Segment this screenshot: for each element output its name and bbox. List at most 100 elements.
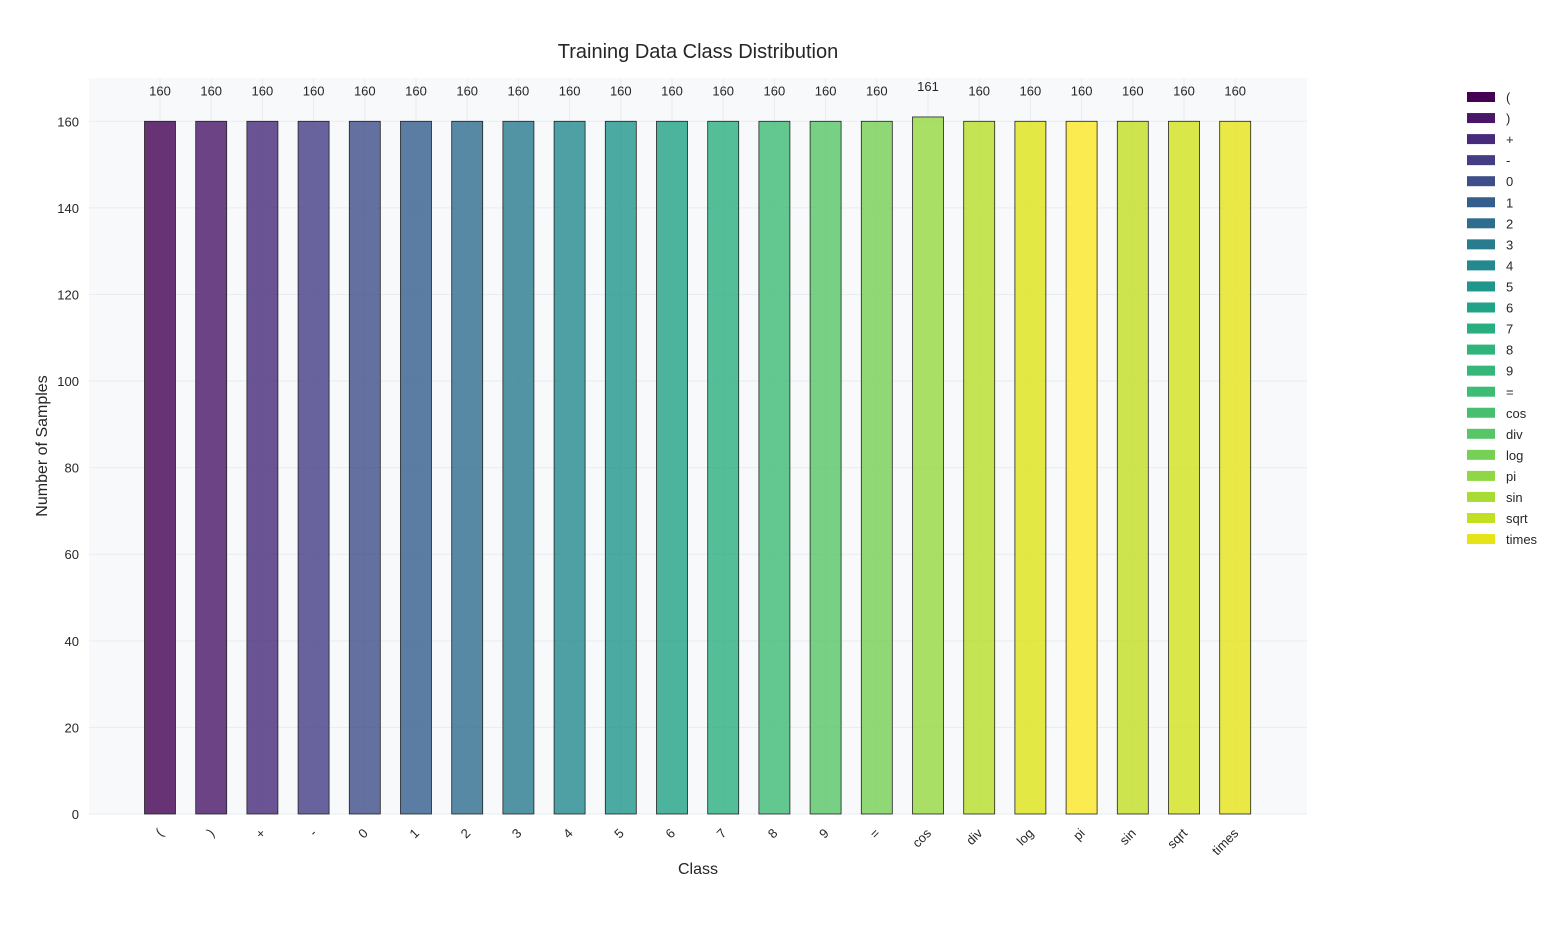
legend-item: 9: [1467, 364, 1513, 379]
x-tick-label: div: [963, 825, 986, 848]
bar-value-label: 160: [1122, 83, 1144, 98]
legend-swatch: [1467, 470, 1495, 481]
x-tick-label: sin: [1117, 826, 1139, 848]
legend-label: pi: [1506, 469, 1516, 484]
y-axis-label: Number of Samples: [34, 375, 51, 516]
x-axis-label: Class: [678, 861, 718, 878]
x-tick-label: 0: [355, 826, 371, 842]
bar-value-label: 160: [200, 83, 222, 98]
legend-swatch: [1467, 113, 1495, 124]
legend-label: =: [1506, 385, 1514, 400]
legend-item: sin: [1467, 490, 1523, 505]
bar-7: [502, 120, 535, 815]
legend-swatch: [1467, 92, 1495, 102]
bar-value-label: 160: [866, 83, 888, 98]
legend-item: 6: [1467, 301, 1513, 316]
legend-label: 2: [1506, 216, 1513, 231]
bar-value-label: 160: [968, 83, 990, 98]
legend-label: cos: [1506, 406, 1527, 421]
legend-item: log: [1467, 448, 1523, 463]
legend-item: 7: [1467, 322, 1513, 337]
x-tick-label: -: [306, 826, 320, 840]
legend-item: (: [1467, 90, 1511, 105]
x-tick-label: times: [1209, 825, 1242, 858]
legend-item: 5: [1467, 279, 1513, 294]
bar-value-label: 160: [149, 83, 171, 98]
legend-swatch: [1467, 197, 1495, 208]
bar-5: [400, 120, 432, 815]
bar-1: [195, 120, 228, 815]
legend-item: 4: [1467, 258, 1513, 273]
x-tick-label: +: [253, 826, 269, 842]
x-axis-ticks: () + - 0 1 2 3 4 5 6 7 8 9 = cos div log pi sin sqrt times: [152, 825, 1241, 858]
legend-item: ): [1467, 111, 1510, 126]
legend-item: cos: [1467, 406, 1527, 421]
legend-swatch: [1467, 281, 1495, 292]
legend: () + - 0 1 2 3 4 5 6 7 8 9 = cos div log pi sin sqrt times: [1467, 90, 1538, 547]
legend-label: 4: [1506, 258, 1513, 273]
bar-value-label: 160: [1173, 83, 1195, 98]
legend-label: sqrt: [1506, 511, 1528, 526]
legend-swatch: [1467, 155, 1495, 166]
x-tick-label: sqrt: [1164, 825, 1190, 851]
x-tick-label: 9: [816, 826, 832, 842]
y-tick-label: 80: [65, 461, 79, 476]
bar-6: [451, 120, 484, 815]
legend-item: div: [1467, 427, 1523, 442]
bar-value-label: 160: [303, 83, 325, 98]
y-tick-label: 160: [57, 114, 79, 129]
x-tick-label: 6: [662, 826, 678, 842]
bar-12: [758, 120, 791, 815]
y-tick-label: 40: [65, 634, 79, 649]
bar-value-label: 160: [815, 83, 837, 98]
bar-19: [1116, 120, 1149, 815]
bar-value-label: 160: [252, 83, 274, 98]
legend-label: sin: [1506, 490, 1523, 505]
y-tick-label: 60: [65, 547, 79, 562]
x-tick-label: cos: [909, 825, 934, 850]
legend-label: 6: [1506, 301, 1513, 316]
legend-item: =: [1467, 385, 1514, 400]
bar-21: [1219, 120, 1252, 815]
bar-14: [860, 120, 893, 815]
x-tick-label: (: [152, 825, 166, 839]
legend-swatch: [1467, 218, 1495, 229]
legend-swatch: [1467, 239, 1495, 250]
bar-13: [809, 120, 842, 815]
bar-value-label: 160: [1020, 83, 1042, 98]
legend-label: 1: [1506, 195, 1513, 210]
legend-swatch: [1467, 407, 1495, 418]
bar-value-label: 160: [610, 83, 632, 98]
legend-swatch: [1467, 323, 1495, 334]
legend-label: 5: [1506, 279, 1513, 294]
y-tick-label: 0: [72, 807, 79, 822]
legend-swatch: [1467, 134, 1495, 145]
bar-15: [912, 116, 944, 815]
value-labels-group: 160 160 160 160 160 160 160 160 160 160 160 160 160 1…: [149, 79, 1246, 98]
bar-3: [297, 120, 330, 815]
x-tick-label: pi: [1070, 825, 1088, 843]
bar-17: [1014, 120, 1047, 815]
bar-value-label: 160: [661, 83, 683, 98]
legend-swatch: [1467, 491, 1495, 502]
x-tick-label: 3: [509, 826, 525, 842]
legend-swatch: [1467, 428, 1495, 439]
legend-label: ): [1506, 111, 1510, 126]
legend-label: +: [1506, 132, 1514, 147]
x-tick-label: 4: [560, 826, 576, 842]
legend-label: (: [1506, 90, 1511, 105]
plot-background: [89, 78, 1307, 814]
legend-swatch: [1467, 302, 1495, 313]
bar-value-label: 160: [712, 83, 734, 98]
legend-item: 8: [1467, 343, 1513, 358]
bar-16: [963, 120, 996, 815]
x-tick-label: =: [867, 826, 883, 842]
legend-swatch: [1467, 365, 1495, 376]
legend-item: 3: [1467, 237, 1513, 252]
bar-9: [604, 120, 637, 815]
legend-item: +: [1467, 132, 1514, 147]
bar-20: [1168, 120, 1200, 815]
legend-swatch: [1467, 260, 1495, 271]
legend-label: -: [1506, 153, 1510, 168]
